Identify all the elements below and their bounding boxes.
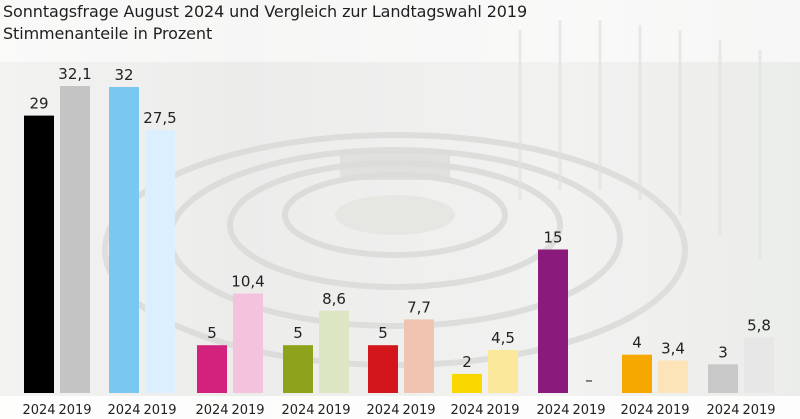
data-label-2019-3: 10,4 [231, 273, 264, 291]
bar-2024-1 [24, 115, 54, 393]
bar-2024-9 [708, 364, 738, 393]
bar-2024-8 [622, 354, 652, 393]
data-label-2024-9: 3 [718, 343, 728, 361]
data-label-2019-4: 8,6 [322, 290, 346, 308]
bar-2024-7 [538, 249, 568, 393]
data-label-2019-6: 4,5 [491, 329, 515, 347]
year-label-2024-2: 2024 [107, 403, 140, 418]
year-label-2019-2: 2019 [143, 403, 176, 418]
year-label-2019-5: 2019 [402, 403, 435, 418]
year-label-2019-3: 2019 [231, 403, 264, 418]
year-label-2024-1: 2024 [22, 403, 55, 418]
data-label-2019-9: 5,8 [747, 317, 771, 335]
bar-2019-9 [744, 337, 774, 393]
data-label-2024-2: 32 [114, 66, 133, 84]
year-label-2024-9: 2024 [706, 403, 739, 418]
data-label-2019-2: 27,5 [143, 109, 176, 127]
bar-2024-6 [452, 373, 482, 393]
bar-2019-6 [488, 350, 518, 393]
bar-2024-5 [368, 345, 398, 393]
data-label-2024-3: 5 [207, 324, 217, 342]
bar-2019-8 [658, 360, 688, 393]
year-label-2019-7: 2019 [572, 403, 605, 418]
bar-2024-3 [197, 345, 227, 393]
data-label-2019-1: 32,1 [58, 65, 91, 83]
data-label-2024-7: 15 [543, 229, 562, 247]
bar-2019-4 [319, 310, 349, 393]
data-label-2024-5: 5 [378, 324, 388, 342]
data-label-2019-8: 3,4 [661, 340, 685, 358]
bar-2024-4 [283, 345, 313, 393]
year-label-2024-4: 2024 [281, 403, 314, 418]
year-label-2019-8: 2019 [656, 403, 689, 418]
year-label-2019-9: 2019 [742, 403, 775, 418]
bar-2019-1 [60, 86, 90, 393]
bar-2024-2 [109, 87, 139, 393]
year-label-2024-5: 2024 [366, 403, 399, 418]
year-label-2019-6: 2019 [486, 403, 519, 418]
data-label-2024-8: 4 [632, 334, 642, 352]
chart-subtitle: Stimmenanteile in Prozent [3, 24, 213, 43]
data-label-2024-4: 5 [293, 324, 303, 342]
bar-2019-3 [233, 293, 263, 393]
data-label-2019-7: – [585, 371, 593, 389]
year-label-2019-1: 2019 [58, 403, 91, 418]
data-label-2019-5: 7,7 [407, 298, 431, 316]
year-label-2024-8: 2024 [620, 403, 653, 418]
year-label-2019-4: 2019 [317, 403, 350, 418]
bar-2019-2 [145, 130, 175, 393]
data-label-2024-6: 2 [462, 353, 472, 371]
year-label-2024-6: 2024 [450, 403, 483, 418]
year-label-2024-7: 2024 [536, 403, 569, 418]
bar-2019-5 [404, 319, 434, 393]
chart-title: Sonntagsfrage August 2024 und Vergleich … [3, 2, 528, 21]
year-label-2024-3: 2024 [195, 403, 228, 418]
data-label-2024-1: 29 [29, 95, 48, 113]
